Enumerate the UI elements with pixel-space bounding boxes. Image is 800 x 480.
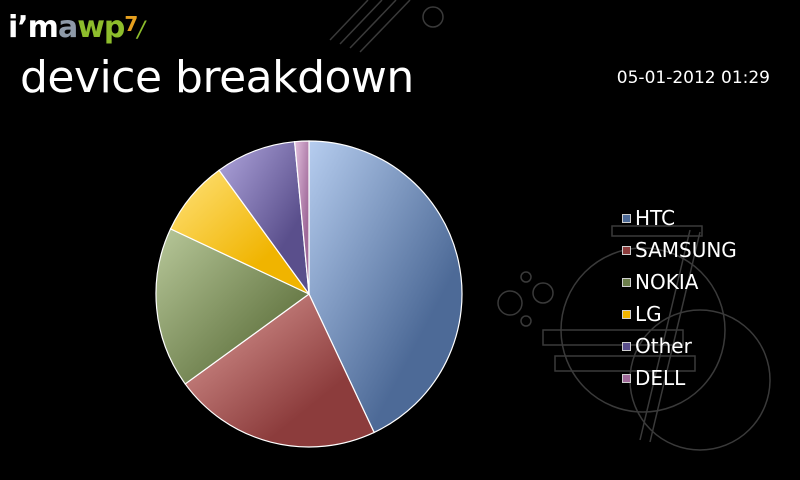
legend-item-other: Other: [622, 330, 737, 362]
legend-item-samsung: SAMSUNG: [622, 234, 737, 266]
legend-item-htc: HTC: [622, 202, 737, 234]
app-logo: i’mawp7/: [8, 8, 145, 51]
pie-slice-nokia: [155, 228, 311, 385]
legend-label: HTC: [635, 206, 676, 230]
pie-slice-dell: [293, 140, 310, 295]
legend-swatch: [622, 373, 631, 383]
legend-label: NOKIA: [635, 270, 699, 294]
pie-slice-samsung: [184, 293, 375, 448]
legend-item-dell: DELL: [622, 362, 737, 394]
legend-swatch: [622, 341, 631, 351]
legend-label: SAMSUNG: [635, 238, 737, 262]
legend-item-lg: LG: [622, 298, 737, 330]
chart-legend: HTC SAMSUNG NOKIA LG Other DELL: [622, 202, 737, 394]
legend-label: Other: [635, 334, 692, 358]
logo-text-a: a: [57, 10, 78, 45]
legend-item-nokia: NOKIA: [622, 266, 737, 298]
page-title: device breakdown: [20, 52, 414, 103]
legend-label: LG: [635, 302, 662, 326]
pie-slice-htc: [308, 140, 463, 434]
logo-text-wp: wp: [77, 10, 125, 45]
logo-text-im: i’m: [8, 10, 59, 45]
logo-text-slash: /: [137, 18, 144, 43]
legend-swatch: [622, 245, 631, 255]
timestamp: 05-01-2012 01:29: [616, 68, 770, 88]
legend-swatch: [622, 213, 631, 223]
legend-swatch: [622, 309, 631, 319]
legend-label: DELL: [635, 366, 686, 390]
legend-swatch: [622, 277, 631, 287]
logo-text-seven: 7: [124, 12, 138, 36]
